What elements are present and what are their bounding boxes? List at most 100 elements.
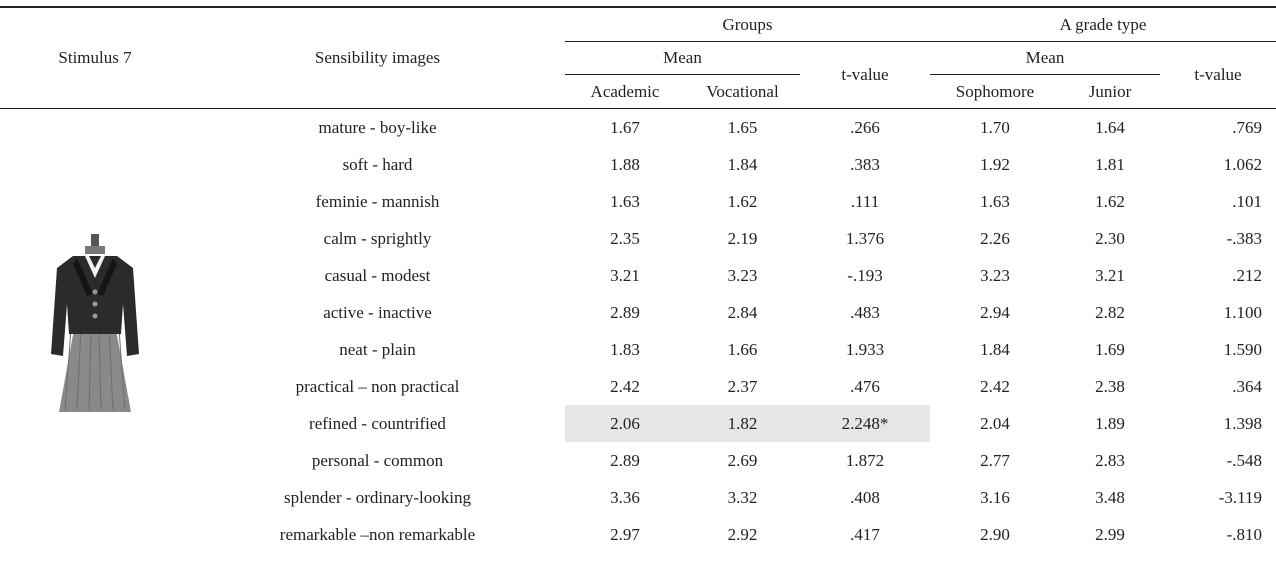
value-cell: .101 xyxy=(1160,183,1276,220)
image-pair: personal - common xyxy=(190,442,565,479)
value-cell: .364 xyxy=(1160,368,1276,405)
value-cell: 2.99 xyxy=(1060,516,1160,553)
value-cell: .212 xyxy=(1160,257,1276,294)
value-cell: 1.933 xyxy=(800,331,930,368)
value-cell: 2.42 xyxy=(565,368,685,405)
value-cell: 3.21 xyxy=(565,257,685,294)
header-cell: Sensibility images xyxy=(190,7,565,109)
image-pair: calm - sprightly xyxy=(190,220,565,257)
image-pair: feminie - mannish xyxy=(190,183,565,220)
value-cell: 2.84 xyxy=(685,294,800,331)
value-cell: 2.83 xyxy=(1060,442,1160,479)
header-cell: Mean xyxy=(930,42,1160,75)
value-cell: .769 xyxy=(1160,109,1276,147)
image-pair: practical – non practical xyxy=(190,368,565,405)
value-cell: -.548 xyxy=(1160,442,1276,479)
value-cell: 2.26 xyxy=(930,220,1060,257)
value-cell: 1.89 xyxy=(1060,405,1160,442)
value-cell: .111 xyxy=(800,183,930,220)
value-cell: 1.65 xyxy=(685,109,800,147)
image-pair: refined - countrified xyxy=(190,405,565,442)
header-cell: Junior xyxy=(1060,75,1160,109)
value-cell: .483 xyxy=(800,294,930,331)
value-cell: -.810 xyxy=(1160,516,1276,553)
value-cell: .383 xyxy=(800,146,930,183)
value-cell: 1.63 xyxy=(930,183,1060,220)
value-cell: 1.67 xyxy=(565,109,685,147)
image-pair: soft - hard xyxy=(190,146,565,183)
value-cell: 2.90 xyxy=(930,516,1060,553)
value-cell: 1.62 xyxy=(1060,183,1160,220)
value-cell: 2.89 xyxy=(565,442,685,479)
value-cell: -3.119 xyxy=(1160,479,1276,516)
value-cell: 1.88 xyxy=(565,146,685,183)
header-cell: Groups xyxy=(565,7,930,42)
value-cell: 2.04 xyxy=(930,405,1060,442)
header-cell: A grade type xyxy=(930,7,1276,42)
uniform-image xyxy=(47,234,143,424)
value-cell: 1.84 xyxy=(930,331,1060,368)
value-cell: 1.100 xyxy=(1160,294,1276,331)
value-cell: .266 xyxy=(800,109,930,147)
value-cell: .417 xyxy=(800,516,930,553)
header-cell: Stimulus 7 xyxy=(0,7,190,109)
value-cell: 2.42 xyxy=(930,368,1060,405)
value-cell: 3.48 xyxy=(1060,479,1160,516)
value-cell: 2.92 xyxy=(685,516,800,553)
value-cell: 1.92 xyxy=(930,146,1060,183)
header-cell: Sophomore xyxy=(930,75,1060,109)
header-cell: Vocational xyxy=(685,75,800,109)
image-pair: splender - ordinary-looking xyxy=(190,479,565,516)
header-cell: Mean xyxy=(565,42,800,75)
value-cell: 1.63 xyxy=(565,183,685,220)
image-pair: mature - boy-like xyxy=(190,109,565,147)
value-cell: 3.32 xyxy=(685,479,800,516)
value-cell: 2.94 xyxy=(930,294,1060,331)
value-cell: 2.82 xyxy=(1060,294,1160,331)
value-cell: 1.66 xyxy=(685,331,800,368)
value-cell: 1.83 xyxy=(565,331,685,368)
stimulus-cell xyxy=(0,109,190,554)
value-cell: .408 xyxy=(800,479,930,516)
value-cell: 1.81 xyxy=(1060,146,1160,183)
value-cell: 2.38 xyxy=(1060,368,1160,405)
value-cell: 1.62 xyxy=(685,183,800,220)
image-pair: remarkable –non remarkable xyxy=(190,516,565,553)
value-cell: 1.64 xyxy=(1060,109,1160,147)
value-cell: 2.06 xyxy=(565,405,685,442)
value-cell: -.383 xyxy=(1160,220,1276,257)
results-table: Stimulus 7 Sensibility images Groups A g… xyxy=(0,6,1276,553)
value-cell: 3.16 xyxy=(930,479,1060,516)
value-cell: 3.23 xyxy=(930,257,1060,294)
value-cell: 1.69 xyxy=(1060,331,1160,368)
page: Stimulus 7 Sensibility images Groups A g… xyxy=(0,6,1276,562)
value-cell: 1.872 xyxy=(800,442,930,479)
image-pair: active - inactive xyxy=(190,294,565,331)
value-cell: 2.77 xyxy=(930,442,1060,479)
value-cell: .476 xyxy=(800,368,930,405)
image-pair: casual - modest xyxy=(190,257,565,294)
image-pair: neat - plain xyxy=(190,331,565,368)
value-cell: 1.82 xyxy=(685,405,800,442)
value-cell: 2.97 xyxy=(565,516,685,553)
value-cell: 2.35 xyxy=(565,220,685,257)
value-cell: 3.23 xyxy=(685,257,800,294)
value-cell: 1.376 xyxy=(800,220,930,257)
value-cell: 2.30 xyxy=(1060,220,1160,257)
value-cell: 2.37 xyxy=(685,368,800,405)
header-cell: t-value xyxy=(1160,42,1276,109)
header-cell: Academic xyxy=(565,75,685,109)
value-cell: 3.21 xyxy=(1060,257,1160,294)
header-cell: t-value xyxy=(800,42,930,109)
value-cell: 1.70 xyxy=(930,109,1060,147)
